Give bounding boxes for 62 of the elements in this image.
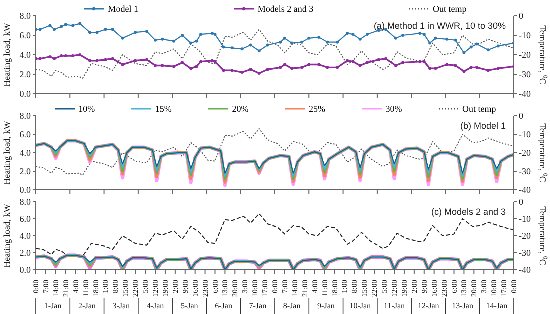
y2-tick-label: -10 <box>519 214 532 224</box>
x2-tick-label: 10-Jan <box>350 302 372 311</box>
y-tick-label: 8.0 <box>20 111 32 122</box>
text: (c) Models 2 and 3 <box>431 207 506 217</box>
text: (a) Method 1 in WWR, 10 to 30% <box>374 21 506 31</box>
x2-tick-label: 2-Jan <box>78 302 96 311</box>
y2-tick-label: -40 <box>519 89 532 100</box>
y2-tick-label: 0 <box>519 111 524 122</box>
y-tick-label: 0.0 <box>20 185 32 196</box>
x2-tick-label: 12-Jan <box>418 302 440 311</box>
y-axis-title: Heating load, kW <box>2 204 12 268</box>
y2-tick-label: -10 <box>519 30 532 41</box>
y-tick-label: 6.0 <box>20 130 32 140</box>
y-tick-label: 2.0 <box>20 166 32 177</box>
legend-label: Out temp <box>432 4 467 14</box>
y2-tick-label: -30 <box>519 70 532 80</box>
y2-tick-label: -20 <box>519 50 532 60</box>
y2-axis-title: Temperature, ⁰C <box>538 206 548 266</box>
x2-tick-label: 6-Jan <box>215 302 232 311</box>
y-tick-label: 6.0 <box>20 30 32 41</box>
legend-label: 15% <box>154 104 172 114</box>
x2-tick-label: 14-Jan <box>486 302 508 311</box>
legend-label: Model 1 <box>107 4 138 14</box>
y-tick-label: 4.0 <box>20 148 32 158</box>
y2-tick-label: -20 <box>519 148 532 158</box>
y-axis-title: Heating load, kW <box>2 22 12 87</box>
y-tick-label: 2.0 <box>20 70 32 80</box>
legend-label: 30% <box>384 104 402 114</box>
x2-tick-label: 9-Jan <box>318 302 335 311</box>
y-tick-label: 0.0 <box>20 89 32 100</box>
y2-axis-title: Temperature, ⁰C <box>538 26 548 84</box>
y-tick-label: 8.0 <box>20 11 32 22</box>
y2-tick-label: -40 <box>519 185 532 196</box>
y2-tick-label: -30 <box>519 248 532 258</box>
x2-tick-label: 1-Jan <box>44 302 62 311</box>
y2-tick-label: -10 <box>519 130 532 140</box>
y2-axis-title: Temperature, ⁰C <box>538 124 548 182</box>
legend-label: Models 2 and 3 <box>256 4 314 14</box>
x2-tick-label: 7-Jan <box>249 302 267 311</box>
text: (b) Model 1 <box>460 121 506 131</box>
y-tick-label: 8.0 <box>20 197 32 208</box>
y-tick-label: 2.0 <box>20 248 32 258</box>
y2-tick-label: 0 <box>519 197 524 208</box>
x2-tick-label: 8-Jan <box>283 302 301 311</box>
x2-tick-label: 11-Jan <box>384 302 406 311</box>
y2-tick-label: -40 <box>519 265 532 276</box>
y-tick-label: 4.0 <box>20 231 32 242</box>
legend-label: 25% <box>308 104 326 114</box>
x2-tick-label: 3-Jan <box>112 302 130 311</box>
y2-tick-label: -20 <box>519 231 532 242</box>
x2-tick-label: 5-Jan <box>180 302 198 311</box>
x2-tick-label: 4-Jan <box>146 302 164 311</box>
y-tick-label: 6.0 <box>20 214 32 224</box>
legend-label: Out temp <box>462 104 496 114</box>
y-tick-label: 4.0 <box>20 50 32 60</box>
y2-tick-label: 0 <box>519 11 524 22</box>
legend-label: 20% <box>231 104 249 114</box>
x2-tick-label: 13-Jan <box>452 302 474 311</box>
y-tick-label: 0.0 <box>20 265 32 276</box>
y2-tick-label: -30 <box>519 166 532 177</box>
legend-label: 10% <box>78 104 96 114</box>
y-axis-title: Heating load, kW <box>2 120 12 185</box>
